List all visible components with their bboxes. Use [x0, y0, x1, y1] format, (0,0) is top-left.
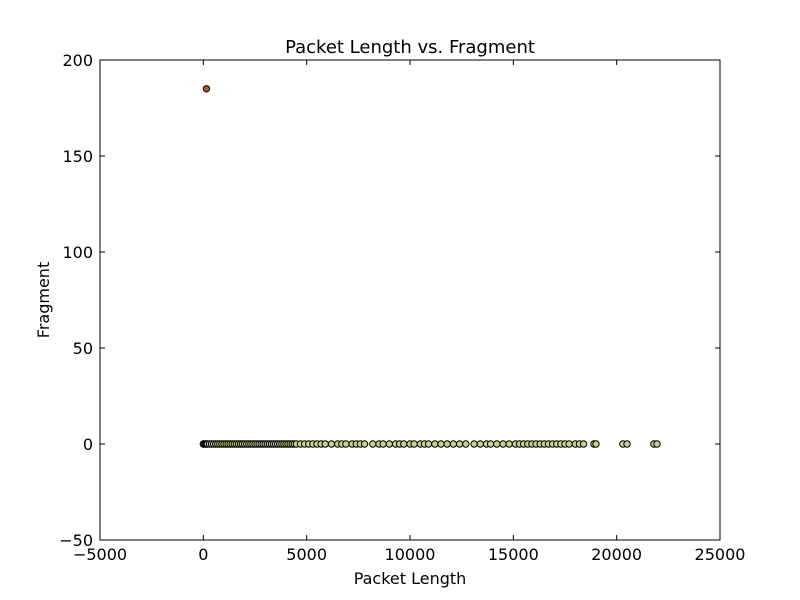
data-point: [579, 440, 588, 448]
data-point: [360, 440, 369, 448]
data-point: [455, 440, 464, 448]
outlier-point: [202, 85, 211, 93]
data-point: [321, 440, 329, 448]
y-tick-label: 200: [62, 51, 93, 70]
data-point: [505, 440, 513, 448]
data-point: [623, 440, 631, 448]
x-tick-label: −5000: [73, 545, 127, 564]
data-point: [592, 440, 600, 448]
data-point: [385, 440, 394, 448]
x-tick-label: 0: [198, 545, 208, 564]
data-point: [486, 440, 495, 448]
y-axis-label: Fragment: [34, 262, 53, 338]
x-tick-label: 20000: [591, 545, 642, 564]
data-point: [499, 440, 507, 448]
data-point: [342, 440, 350, 448]
data-point: [565, 440, 573, 448]
data-point: [327, 440, 336, 448]
data-point: [400, 440, 408, 448]
data-point: [493, 440, 501, 448]
y-tick-label: 150: [62, 147, 93, 166]
data-point: [410, 440, 418, 448]
chart-title: Packet Length vs. Fragment: [285, 37, 535, 58]
data-point: [443, 440, 451, 448]
data-point: [431, 440, 439, 448]
data-point: [470, 440, 478, 448]
y-tick-label: 50: [73, 339, 93, 358]
x-axis-label: Packet Length: [354, 569, 467, 588]
plot-area: [99, 59, 721, 541]
x-axis: −5000 0 5000 10000 15000 20000 25000: [73, 60, 746, 564]
data-point: [462, 440, 470, 448]
data-point: [449, 440, 458, 448]
x-tick-label: 25000: [695, 545, 746, 564]
data-point: [653, 440, 661, 448]
y-tick-label: 0: [83, 435, 93, 454]
y-tick-label: 100: [62, 243, 93, 262]
y-tick-label: −50: [59, 531, 93, 550]
x-tick-label: 10000: [385, 545, 436, 564]
data-point: [369, 440, 377, 448]
data-point: [476, 440, 484, 448]
data-point: [424, 440, 433, 448]
y-axis: −50 0 50 100 150 200: [59, 51, 720, 550]
x-tick-label: 15000: [488, 545, 539, 564]
x-tick-label: 5000: [286, 545, 327, 564]
data-points: [199, 85, 661, 448]
data-point: [437, 440, 445, 448]
data-point: [379, 440, 387, 448]
